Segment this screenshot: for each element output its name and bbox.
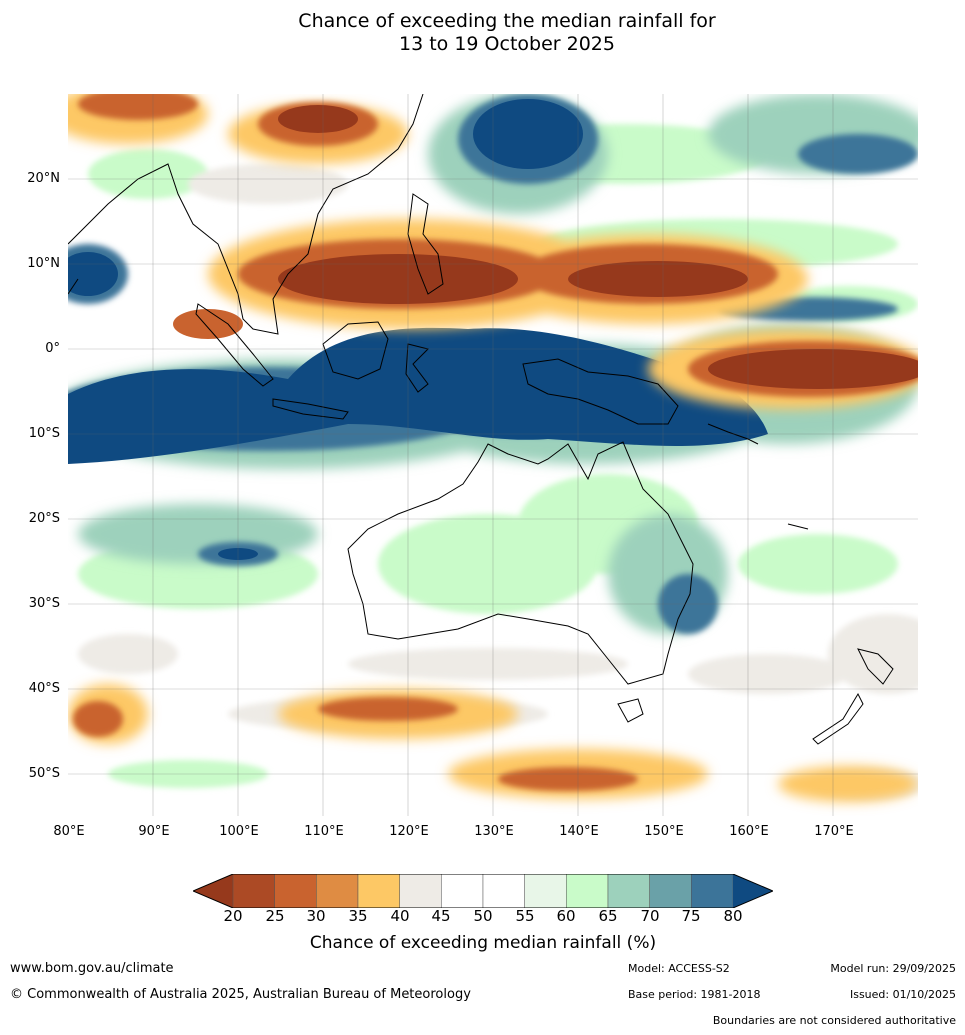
- colorbar-cell: [482, 874, 525, 908]
- colorbar-tick-35: 35: [348, 907, 368, 925]
- below-median-bands: [68, 94, 918, 802]
- colorbar: [193, 874, 773, 908]
- lon-label-140e: 140°E: [559, 824, 599, 839]
- lat-label-40s: 40°S: [28, 681, 60, 696]
- colorbar-tick-20: 20: [223, 907, 243, 925]
- colorbar-cell: [566, 874, 609, 908]
- colorbar-cell: [357, 874, 400, 908]
- model-name: Model: ACCESS-S2: [628, 962, 730, 975]
- colorbar-tick-65: 65: [598, 907, 618, 925]
- lat-label-0: 0°: [45, 341, 60, 356]
- sulawesi-coast: [405, 343, 429, 393]
- nz-south-island-coast: [812, 692, 864, 745]
- solomon-islands-coast: [707, 423, 759, 445]
- rainfall-probability-map: [68, 94, 918, 816]
- colorbar-cell: [441, 874, 484, 908]
- colorbar-tick-70: 70: [640, 907, 660, 925]
- colorbar-cell: [607, 874, 650, 908]
- lat-label-20s: 20°S: [28, 511, 60, 526]
- new-guinea-coast: [522, 358, 679, 425]
- lon-label-150e: 150°E: [644, 824, 684, 839]
- lat-label-20n: 20°N: [27, 171, 60, 186]
- colorbar-cell: [691, 874, 734, 908]
- base-period: Base period: 1981-2018: [628, 988, 761, 1001]
- nz-north-island-coast: [857, 648, 894, 685]
- colorbar-cell: [274, 874, 317, 908]
- lat-label-10n: 10°N: [27, 256, 60, 271]
- australia-coast: [347, 441, 694, 685]
- copyright-text: © Commonwealth of Australia 2025, Austra…: [10, 987, 471, 1002]
- colorbar-tick-80: 80: [723, 907, 743, 925]
- colorbar-cells: [232, 874, 734, 908]
- colorbar-cell: [316, 874, 359, 908]
- lon-label-100e: 100°E: [219, 824, 259, 839]
- java-coast: [272, 398, 349, 420]
- colorbar-cell: [649, 874, 692, 908]
- issued-date: Issued: 01/10/2025: [849, 988, 956, 1001]
- colorbar-tick-45: 45: [431, 907, 451, 925]
- lon-label-160e: 160°E: [729, 824, 769, 839]
- colorbar-tick-30: 30: [306, 907, 326, 925]
- colorbar-cell: [524, 874, 567, 908]
- lon-label-130e: 130°E: [474, 824, 514, 839]
- asia-mainland-coast: [68, 94, 424, 335]
- lon-label-170e: 170°E: [814, 824, 854, 839]
- colorbar-extend-low: [193, 874, 233, 908]
- colorbar-tick-60: 60: [556, 907, 576, 925]
- lat-label-50s: 50°S: [28, 766, 60, 781]
- colorbar-extend-high: [733, 874, 773, 908]
- colorbar-tick-55: 55: [515, 907, 535, 925]
- lon-label-90e: 90°E: [138, 824, 170, 839]
- lon-label-110e: 110°E: [304, 824, 344, 839]
- colorbar-tick-50: 50: [473, 907, 493, 925]
- lat-label-30s: 30°S: [28, 596, 60, 611]
- model-run-date: Model run: 29/09/2025: [830, 962, 956, 975]
- title-line-2: 13 to 19 October 2025: [399, 33, 615, 55]
- website-link[interactable]: www.bom.gov.au/climate: [10, 961, 174, 976]
- india-coast: [68, 278, 79, 295]
- lon-label-120e: 120°E: [389, 824, 429, 839]
- colorbar-tick-25: 25: [265, 907, 285, 925]
- new-caledonia-coast: [787, 523, 809, 530]
- colorbar-cell: [232, 874, 275, 908]
- lat-label-10s: 10°S: [28, 426, 60, 441]
- colorbar-tick-40: 40: [390, 907, 410, 925]
- philippines-coast: [407, 193, 444, 295]
- map-svg: [68, 94, 918, 816]
- lon-label-80e: 80°E: [53, 824, 85, 839]
- sumatra-coast: [195, 303, 274, 387]
- colorbar-title: Chance of exceeding median rainfall (%): [309, 933, 657, 953]
- coastlines: [68, 94, 894, 745]
- colorbar-cell: [399, 874, 442, 908]
- colorbar-tick-75: 75: [681, 907, 701, 925]
- borneo-coast: [322, 321, 389, 380]
- boundaries-note: Boundaries are not considered authoritat…: [712, 1014, 956, 1027]
- title-line-1: Chance of exceeding the median rainfall …: [298, 10, 716, 32]
- tasmania-coast: [617, 698, 644, 723]
- graticule: [68, 94, 918, 816]
- map-title: Chance of exceeding the median rainfall …: [0, 10, 965, 56]
